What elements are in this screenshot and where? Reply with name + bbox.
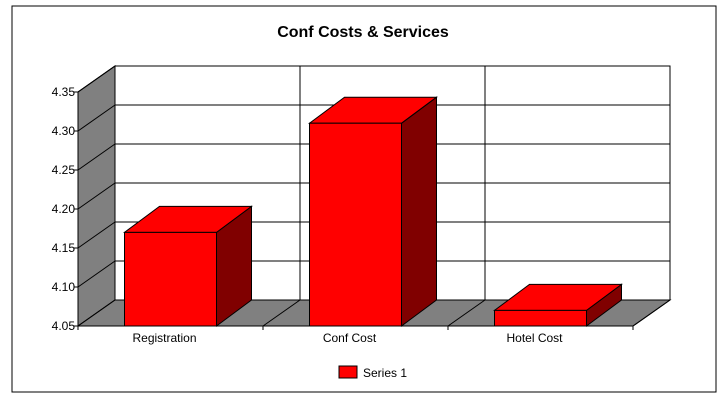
y-tick-label: 4.10	[52, 280, 76, 294]
x-tick-label: Registration	[132, 331, 196, 345]
floor-divider	[632, 299, 671, 327]
bar	[494, 309, 587, 327]
gridline-side	[77, 104, 116, 132]
x-tick-label: Hotel Cost	[506, 331, 563, 345]
legend-swatch	[338, 365, 358, 379]
y-tick-label: 4.05	[52, 319, 76, 333]
bar-side	[401, 96, 437, 327]
legend: Series 1	[338, 365, 407, 380]
y-tick-label: 4.35	[52, 85, 76, 99]
chart-title: Conf Costs & Services	[277, 24, 449, 41]
gridline-side	[77, 221, 116, 249]
y-tick-label: 4.15	[52, 241, 76, 255]
y-tick-label: 4.30	[52, 124, 76, 138]
floor-divider	[447, 299, 486, 327]
gridline-side	[77, 143, 116, 171]
x-tick-label: Conf Cost	[323, 331, 377, 345]
gridline-side	[77, 182, 116, 210]
bar	[124, 231, 217, 327]
gridline-side	[77, 65, 116, 93]
bar	[309, 122, 402, 327]
plot-area: 4.35 4.30 4.25 4.20 4.15 4.10 4.05 Registration…	[52, 65, 672, 345]
gridline-side	[77, 260, 116, 288]
floor-divider	[262, 299, 301, 327]
y-tick-label: 4.20	[52, 202, 76, 216]
y-tick-label: 4.25	[52, 163, 76, 177]
legend-label: Series 1	[363, 366, 407, 380]
floor-divider	[77, 299, 116, 327]
